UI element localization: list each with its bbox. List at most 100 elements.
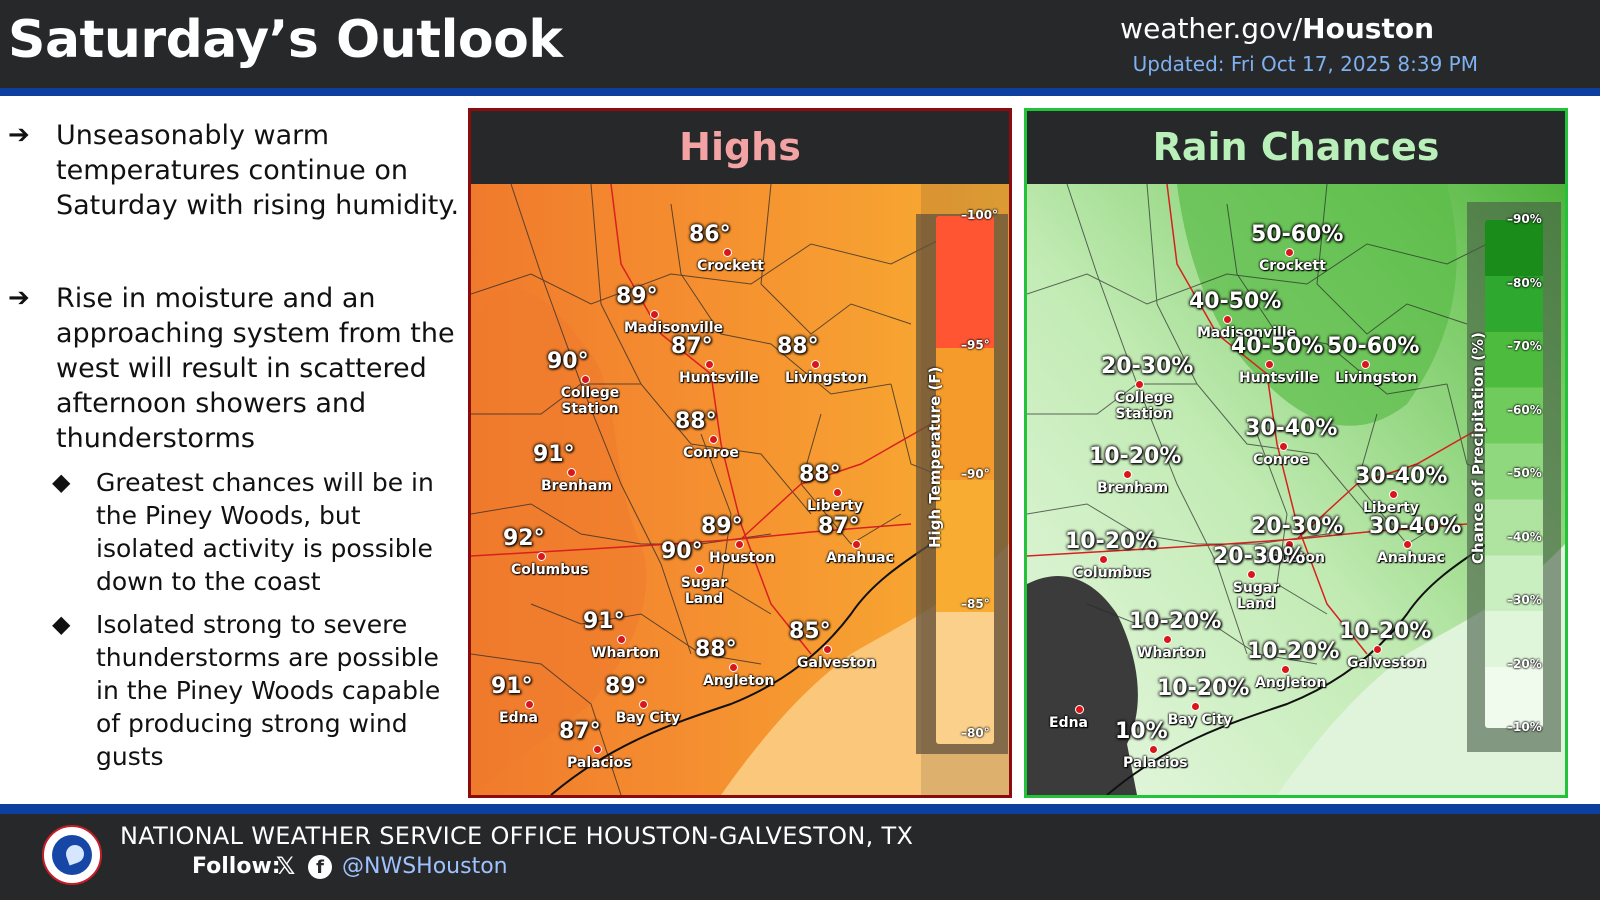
bullet-list: ➔ Unseasonably warm temperatures continu… [8,118,460,773]
highs-city-name: Brenham [541,478,613,494]
no-data-region [1027,575,1138,795]
rain-city-value: 30-40% [1245,416,1338,441]
highs-city-dot [567,468,576,477]
rain-city-value: 30-40% [1355,464,1448,489]
rain-city-dot [1075,705,1084,714]
arrow-icon: ➔ [8,283,30,313]
sub-bullet-text: Isolated strong to severe thunderstorms … [96,610,441,771]
highs-city-value: 91° [583,609,625,634]
highs-legend-tick: –80° [961,726,990,740]
rain-city-dot [1247,570,1256,579]
rain-city-name: College Station [1114,390,1174,422]
facebook-icon[interactable]: f [308,855,332,879]
highs-legend-tick: –90° [961,467,990,481]
rain-city-dot [1279,442,1288,451]
rain-city-dot [1123,470,1132,479]
highways [471,184,932,655]
rain-city-value: 10% [1115,719,1168,744]
rain-map: Chance of Precipitation (%) –90% –80% –70%… [1027,184,1565,795]
highs-city-dot [723,248,732,257]
highs-city-name: Crockett [697,258,764,274]
highs-city-value: 89° [616,284,658,309]
bullet-text: Rise in moisture and an approaching syst… [56,283,455,454]
highs-city-dot [833,488,842,497]
highs-city-name: Madisonville [624,320,724,336]
highs-city-name: Palacios [567,755,632,771]
highs-city-name: Sugar Land [680,575,728,607]
header-bar: Saturday’s Outlook weather.gov/Houston U… [0,0,1600,88]
highs-city-name: Bay City [615,710,681,726]
highs-legend-tick: –100° [961,208,999,222]
highs-city-dot [705,360,714,369]
temp-legend-title: High Temperature (F) [926,366,944,548]
rain-city-name: Huntsville [1239,370,1319,386]
rain-city-dot [1389,490,1398,499]
rain-city-name: Livingston [1335,370,1418,386]
rain-city-value: 30-40% [1369,514,1462,539]
rain-city-name: Wharton [1137,645,1206,661]
highs-city-value: 87° [559,719,601,744]
rain-legend-tick: –80% [1507,275,1542,290]
highs-city-name: Livingston [785,370,868,386]
rain-legend-tick: –50% [1507,466,1542,480]
highs-city-dot [695,565,704,574]
rain-city-value: 10-20% [1129,609,1222,634]
highs-city-name: Liberty [807,498,863,514]
highs-city-value: 89° [701,514,743,539]
rain-city-value: 50-60% [1251,222,1344,247]
rain-city-name: Sugar Land [1232,580,1280,612]
highs-city-dot [593,745,602,754]
rain-legend-tick: –70% [1507,339,1542,353]
highs-city-name: Edna [499,710,538,726]
highs-city-name: Huntsville [679,370,759,386]
arrow-icon: ➔ [8,120,30,150]
social-handle[interactable]: @NWSHouston [342,854,508,879]
updated-timestamp: Updated: Fri Oct 17, 2025 8:39 PM [1132,52,1478,76]
rain-city-name: Bay City [1167,712,1233,728]
highs-city-name: College Station [560,385,620,417]
highs-city-value: 88° [695,637,737,662]
x-twitter-icon[interactable]: 𝕏 [276,852,296,880]
county-lines [471,184,972,795]
rain-city-dot [1099,555,1108,564]
rain-city-value: 40-50% [1231,334,1324,359]
highs-city-value: 91° [491,674,533,699]
website-link[interactable]: weather.gov/Houston [1120,12,1434,45]
highs-legend-tick: –95° [961,337,990,352]
rain-city-dot [1285,540,1294,549]
highs-city-name: Conroe [683,445,739,461]
rain-legend-tick: –10% [1507,720,1542,734]
site-office: Houston [1302,12,1434,45]
rain-city-name: Columbus [1073,565,1151,581]
office-name: NATIONAL WEATHER SERVICE OFFICE HOUSTON-… [120,822,914,850]
highs-city-value: 91° [533,442,575,467]
rain-city-value: 10-20% [1157,676,1250,701]
follow-label: Follow: [192,854,281,879]
highs-city-value: 92° [503,526,545,551]
site-prefix: weather.gov/ [1120,12,1303,45]
highs-city-name: Columbus [511,562,589,578]
highs-city-dot [581,375,590,384]
coastline [550,543,932,795]
page-title: Saturday’s Outlook [8,10,563,70]
rain-city-name: Madisonville [1197,325,1297,341]
header-stripe [0,88,1600,96]
rain-legend-tick: –20% [1507,656,1542,671]
highs-city-dot [525,700,534,709]
rain-city-dot [1373,645,1382,654]
highs-city-value: 88° [799,462,841,487]
diamond-icon: ◆ [52,468,71,496]
rain-city-name: Houston [1259,550,1325,566]
high-chance-region [1177,184,1457,426]
precip-legend-title: Chance of Precipitation (%) [1469,332,1487,564]
highs-city-dot [811,360,820,369]
footer-stripe [0,804,1600,814]
highs-city-dot [639,700,648,709]
highs-city-dot [709,435,718,444]
precip-legend-ramp [1485,220,1543,728]
rain-city-dot [1191,702,1200,711]
rain-panel-title: Rain Chances [1027,111,1565,184]
rain-city-value: 40-50% [1189,289,1282,314]
rain-city-name: Palacios [1123,755,1188,771]
rain-legend-tick: –90% [1507,212,1542,226]
